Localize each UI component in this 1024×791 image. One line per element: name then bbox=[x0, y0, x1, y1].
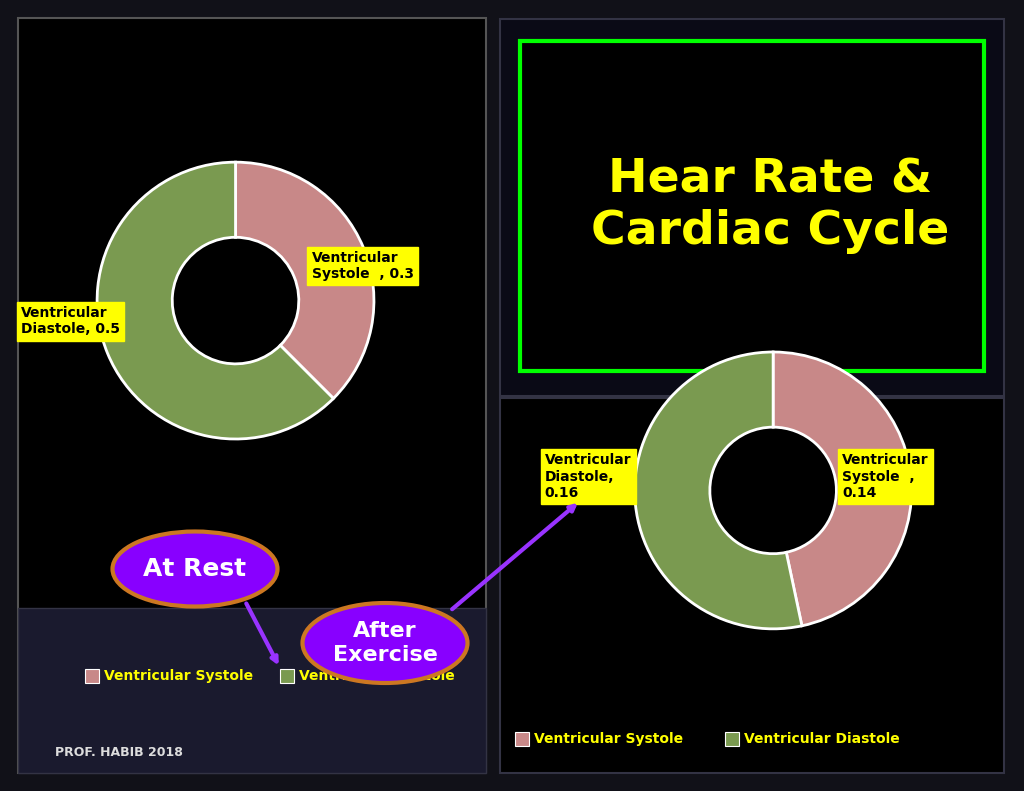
Text: Ventricular Diastole: Ventricular Diastole bbox=[299, 669, 455, 683]
Text: At Rest: At Rest bbox=[143, 557, 247, 581]
Text: Ventricular Systole: Ventricular Systole bbox=[534, 732, 683, 746]
Text: Ventricular
Diastole, 0.5: Ventricular Diastole, 0.5 bbox=[20, 306, 120, 336]
Text: Ventricular
Diastole,
0.16: Ventricular Diastole, 0.16 bbox=[545, 453, 632, 500]
Wedge shape bbox=[635, 352, 802, 629]
Wedge shape bbox=[773, 352, 911, 626]
Bar bbox=[725, 732, 739, 746]
Text: Ventricular Systole: Ventricular Systole bbox=[104, 669, 253, 683]
Bar bbox=[18, 18, 486, 773]
Text: Ventricular
Systole  , 0.3: Ventricular Systole , 0.3 bbox=[311, 251, 414, 281]
Text: Hear Rate &
Cardiac Cycle: Hear Rate & Cardiac Cycle bbox=[591, 157, 949, 254]
Wedge shape bbox=[97, 162, 334, 439]
Bar bbox=[500, 19, 1004, 396]
Wedge shape bbox=[236, 162, 374, 399]
Bar bbox=[500, 398, 1004, 773]
Bar bbox=[520, 41, 984, 371]
Bar bbox=[280, 669, 294, 683]
Bar bbox=[18, 608, 486, 773]
Ellipse shape bbox=[113, 532, 278, 607]
Text: Ventricular
Systole  ,
0.14: Ventricular Systole , 0.14 bbox=[843, 453, 929, 500]
Bar bbox=[85, 669, 99, 683]
Text: After
Exercise: After Exercise bbox=[333, 622, 437, 664]
Text: PROF. HABIB 2018: PROF. HABIB 2018 bbox=[55, 747, 183, 759]
Text: Ventricular Diastole: Ventricular Diastole bbox=[744, 732, 900, 746]
Bar bbox=[515, 732, 529, 746]
Ellipse shape bbox=[302, 603, 468, 683]
